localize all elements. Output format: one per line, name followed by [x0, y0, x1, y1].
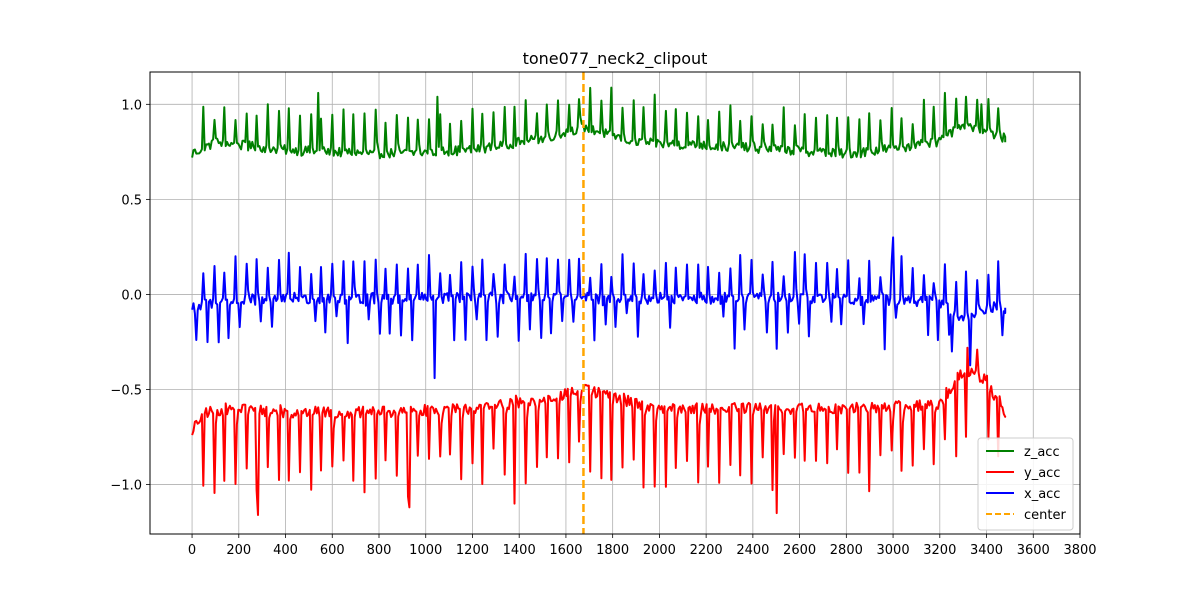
legend-label: x_acc — [1024, 487, 1060, 502]
x-tick-label: 2800 — [830, 543, 863, 558]
legend-box — [977, 437, 1074, 531]
series-line-x-acc — [191, 236, 1007, 380]
x-tick-label: 3000 — [877, 543, 910, 558]
x-tick-label: 800 — [367, 543, 392, 558]
x-tick-label: 1000 — [409, 543, 442, 558]
legend-label: y_acc — [1024, 466, 1060, 481]
x-tick-label: 1400 — [503, 543, 536, 558]
series-line-z-acc — [191, 86, 1007, 160]
x-tick-label: 400 — [273, 543, 298, 558]
y-tick-label: −0.5 — [110, 384, 142, 399]
x-tick-label: 2000 — [643, 543, 676, 558]
x-tick-label: 3600 — [1017, 543, 1050, 558]
x-tick-label: 0 — [188, 543, 196, 558]
y-tick-label: −1.0 — [110, 479, 142, 494]
axes-frame — [149, 71, 1081, 535]
x-tick-label: 2600 — [783, 543, 816, 558]
x-tick-label: 1800 — [596, 543, 629, 558]
x-tick-label: 200 — [226, 543, 251, 558]
y-tick-label: 0.0 — [121, 288, 142, 303]
legend-label: center — [1024, 508, 1066, 523]
x-tick-label: 3400 — [970, 543, 1003, 558]
chart-title: tone077_neck2_clipout — [523, 49, 708, 69]
legend-label: z_acc — [1024, 445, 1060, 460]
x-tick-label: 2400 — [736, 543, 769, 558]
x-tick-label: 1600 — [549, 543, 582, 558]
series-line-y-acc — [191, 346, 1007, 516]
x-tick-label: 2200 — [690, 543, 723, 558]
ticks: 0 200 400 600 800 1000 1200 1400 1600 1800 2000 220… — [110, 98, 1096, 558]
y-tick-label: 1.0 — [121, 98, 142, 113]
x-tick-label: 600 — [320, 543, 345, 558]
x-tick-label: 3200 — [923, 543, 956, 558]
y-tick-label: 0.5 — [121, 193, 142, 208]
x-tick-label: 3800 — [1063, 543, 1096, 558]
x-tick-label: 1200 — [456, 543, 489, 558]
series-layer — [191, 86, 1007, 516]
